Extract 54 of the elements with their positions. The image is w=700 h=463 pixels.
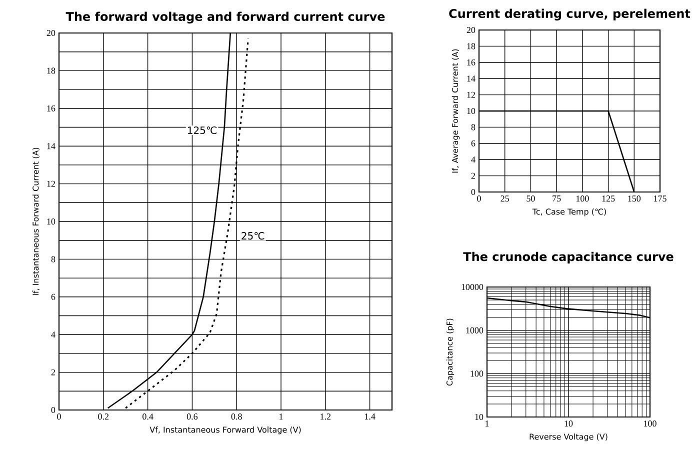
y-tick-label: 6 (471, 140, 476, 146)
y-tick-label: 6 (51, 294, 56, 300)
y-tick-label: 16 (47, 105, 56, 112)
y-axis-title: If, Instantaneous Forward Current (A) (32, 148, 40, 296)
x-tick-label: 0.2 (98, 414, 109, 420)
chart-title: The crunode capacitance curve (463, 252, 674, 264)
x-tick-label: 1.2 (320, 414, 331, 420)
y-tick-label: 100 (470, 370, 484, 377)
y-tick-label: 2 (51, 369, 55, 376)
x-tick-label: 125 (602, 196, 615, 202)
y-tick-label: 1000 (466, 327, 484, 334)
x-tick-label: 0.6 (186, 414, 198, 420)
y-tick-label: 20 (46, 30, 56, 36)
y-tick-label: 4 (471, 156, 476, 163)
x-tick-label: 0 (57, 414, 61, 420)
series-label: 125℃ (188, 126, 216, 134)
x-tick-label: 100 (644, 420, 656, 427)
x-axis-title: Reverse Voltage (V) (530, 433, 608, 442)
y-axis-title: Capacitance (pF) (446, 318, 454, 386)
x-tick-label: 100 (576, 196, 589, 202)
chart-title: Current derating curve, perelement (449, 8, 690, 20)
x-tick-label: 10 (564, 420, 573, 427)
y-tick-label: 10000 (462, 284, 484, 290)
x-tick-label: 75 (552, 196, 561, 202)
x-axis-title: Tc, Case Temp (℃) (532, 208, 606, 216)
y-tick-label: 8 (471, 124, 476, 130)
y-tick-label: 20 (466, 26, 476, 34)
series-label: 25℃ (242, 232, 264, 240)
y-tick-label: 10 (47, 218, 56, 225)
y-tick-label: 18 (467, 43, 476, 50)
x-tick-label: 1.4 (364, 414, 376, 420)
x-tick-label: 0.8 (231, 414, 242, 420)
y-tick-label: 2 (471, 172, 475, 179)
x-axis-title: Vf, Instantaneous Forward Voltage (V) (150, 426, 301, 434)
x-tick-label: 175 (654, 196, 666, 202)
y-tick-label: 12 (47, 180, 55, 187)
y-tick-label: 14 (47, 143, 56, 150)
y-tick-label: 16 (467, 59, 476, 66)
y-tick-label: 12 (467, 92, 475, 98)
x-tick-label: 50 (526, 196, 535, 202)
x-tick-label: 1 (280, 414, 283, 420)
y-tick-label: 10 (467, 108, 476, 114)
y-tick-label: 4 (51, 332, 56, 338)
x-tick-label: 25 (500, 196, 510, 202)
y-tick-label: 0 (51, 406, 56, 414)
x-tick-label: 0.4 (142, 414, 154, 420)
chart-title: The forward voltage and forward current curve (66, 12, 385, 24)
y-axis-title: If, Average Forward Current (A) (452, 49, 460, 173)
y-tick-label: 0 (471, 188, 476, 196)
y-tick-label: 8 (51, 256, 56, 262)
x-tick-label: 150 (628, 196, 641, 202)
y-tick-label: 18 (47, 68, 56, 74)
y-tick-label: 14 (467, 76, 476, 82)
x-tick-label: 1 (486, 420, 489, 426)
